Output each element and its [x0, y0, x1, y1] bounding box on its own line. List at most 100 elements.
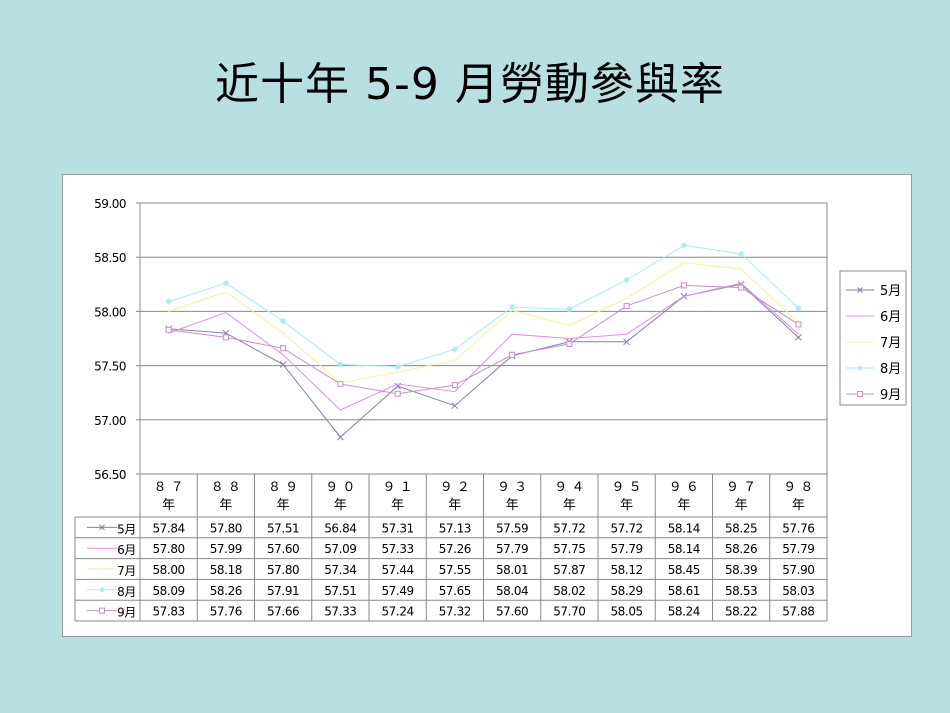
table-cell-value: 57.55 — [439, 563, 471, 577]
x-category-label: ９ ７ — [726, 480, 756, 495]
y-tick-label: 57.50 — [94, 360, 126, 374]
y-tick-label: 59.00 — [94, 197, 126, 211]
data-point — [509, 304, 516, 311]
table-cell-value: 58.24 — [668, 605, 700, 619]
x-category-suffix: 年 — [334, 498, 347, 513]
x-category-label: ８ ８ — [211, 480, 241, 495]
table-cell-value: 57.79 — [782, 542, 814, 556]
legend-label: 5月 — [880, 284, 901, 299]
table-cell-value: 58.18 — [210, 563, 242, 577]
table-cell-value: 57.72 — [610, 521, 642, 535]
table-cell-value: 58.14 — [668, 521, 700, 535]
table-cell-value: 58.14 — [668, 542, 700, 556]
series-line — [168, 284, 799, 395]
data-point — [738, 284, 745, 291]
legend-label: 7月 — [880, 336, 901, 351]
table-cell-value: 57.91 — [267, 584, 299, 598]
legend-label: 9月 — [880, 388, 901, 403]
table-cell-value: 58.22 — [725, 605, 757, 619]
legend-marker — [857, 287, 863, 293]
data-point — [451, 402, 459, 410]
y-tick-label: 57.00 — [94, 414, 126, 428]
series-line — [168, 282, 799, 411]
table-cell-value: 57.44 — [381, 563, 413, 577]
plot-area — [139, 202, 828, 475]
x-category-label: ９ １ — [383, 480, 413, 495]
table-cell-value: 57.13 — [439, 521, 471, 535]
table-cell-value: 57.34 — [324, 563, 356, 577]
series-line — [168, 262, 799, 384]
data-point — [451, 382, 458, 389]
table-cell-value: 57.24 — [381, 605, 413, 619]
table-cell-value: 57.79 — [610, 542, 642, 556]
x-category-suffix: 年 — [677, 498, 690, 513]
x-category-suffix: 年 — [506, 498, 519, 513]
x-category-suffix: 年 — [735, 498, 748, 513]
x-category-suffix: 年 — [620, 498, 633, 513]
x-category-label: ９ ２ — [440, 480, 470, 495]
data-point — [623, 276, 630, 283]
data-point — [680, 282, 687, 289]
x-category-label: ９ ５ — [612, 480, 642, 495]
table-cell-value: 57.51 — [324, 584, 356, 598]
y-tick-label: 56.50 — [94, 468, 126, 482]
table-cell-value: 58.02 — [553, 584, 585, 598]
table-cell-value: 57.75 — [553, 542, 585, 556]
data-point — [623, 302, 630, 309]
legend-label: 8月 — [880, 362, 901, 377]
data-point — [738, 250, 745, 257]
table-cell-value: 58.03 — [782, 584, 814, 598]
table-cell-value: 57.33 — [381, 542, 413, 556]
table-cell-value: 57.88 — [782, 605, 814, 619]
y-tick-label: 58.50 — [94, 251, 126, 265]
table-cell-value: 58.39 — [725, 563, 757, 577]
chart-container: 59.00 58.50 58.00 57.50 57.00 56.50 ８ ７ 年 ８ ８ 年 ８ … — [62, 174, 912, 637]
table-cell-value: 57.84 — [152, 521, 184, 535]
legend-label: 6月 — [880, 310, 901, 325]
data-point — [279, 361, 287, 368]
data-point — [566, 306, 573, 313]
data-point — [394, 390, 401, 397]
table-legend-marker — [99, 524, 105, 531]
table-cell-value: 57.26 — [439, 542, 471, 556]
data-point — [394, 363, 401, 370]
table-cell-value: 58.09 — [152, 584, 184, 598]
x-category-label: ９ ０ — [325, 480, 355, 495]
data-point — [165, 326, 172, 333]
series-line — [168, 244, 799, 368]
table-cell-value: 57.59 — [496, 521, 528, 535]
table-cell-value: 57.79 — [496, 542, 528, 556]
data-point — [337, 381, 344, 388]
table-cell-value: 58.29 — [610, 584, 642, 598]
table-series-name: 7月 — [117, 564, 136, 578]
x-category-label: ８ ９ — [268, 480, 298, 495]
table-cell-value: 58.61 — [668, 584, 700, 598]
table-cell-value: 58.01 — [496, 563, 528, 577]
table-cell-value: 57.65 — [439, 584, 471, 598]
data-point — [795, 321, 802, 328]
table-cell-value: 58.05 — [610, 605, 642, 619]
data-point — [451, 346, 458, 353]
table-cell-value: 57.49 — [381, 584, 413, 598]
data-point — [509, 351, 516, 358]
x-category-label: ９ ８ — [783, 480, 813, 495]
data-point — [795, 334, 802, 341]
slide-title: 近十年 5-9 月勞動參與率 — [215, 59, 725, 110]
legend — [839, 270, 907, 406]
table-cell-value: 57.60 — [496, 605, 528, 619]
legend-marker — [857, 365, 863, 371]
x-category-suffix: 年 — [277, 498, 290, 513]
data-point — [222, 280, 229, 287]
line-chart: 59.00 58.50 58.00 57.50 57.00 56.50 ８ ７ 年 ８ ８ 年 ８ … — [74, 197, 907, 622]
table-cell-value: 58.25 — [725, 521, 757, 535]
x-category-label: ９ ４ — [554, 480, 584, 495]
table-cell-value: 57.66 — [267, 605, 299, 619]
x-category-suffix: 年 — [448, 498, 461, 513]
data-point — [337, 433, 344, 441]
table-cell-value: 57.80 — [152, 542, 184, 556]
x-category-suffix: 年 — [563, 498, 576, 513]
x-category-label: ９ ３ — [497, 480, 527, 495]
table-cell-value: 58.00 — [152, 563, 184, 577]
table-cell-value: 58.26 — [210, 584, 242, 598]
data-point — [680, 242, 687, 249]
